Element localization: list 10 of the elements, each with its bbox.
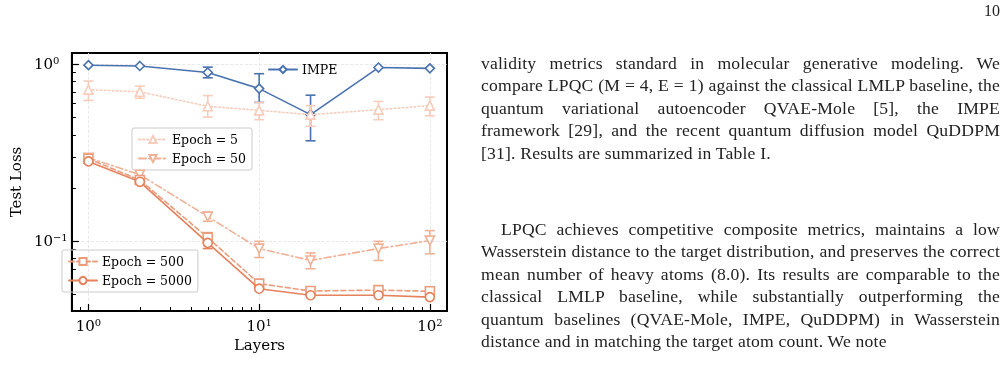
- legend-label: Epoch = 5: [172, 132, 239, 147]
- text: 10: [984, 2, 1000, 20]
- legend-label: Epoch = 500: [102, 254, 185, 269]
- legend-label: Epoch = 50: [172, 151, 247, 166]
- legend-label: Epoch = 5000: [102, 273, 192, 288]
- text: LPQC achieves competitive composite metrics, maintains a low Wasserstein distance to the target distribution, and preserves the correct mean number of heavy atoms (8.0). Its results are comparable to the classical LMLP baseline, while substantially outperforming the quantum baselines (QVAE-Mole, IMPE, QuDDPM) in Wasserstein distance and in matching the target atom count. We note: [481, 218, 1000, 353]
- text: validity metrics standard in molecular generative modeling. We compare LPQC (M = 4, E = 1) against the classical LMLP baseline, the quantum variational autoencoder QVAE-Mole [5], the IMPE framework [29], and the recent quantum diffusion model QuDDPM [31]. Results are summarized in Table I.: [481, 52, 1000, 165]
- x-axis-title: Layers: [233, 336, 286, 355]
- y-axis-title: Test Loss: [6, 146, 25, 218]
- legend-label: IMPE: [302, 62, 338, 77]
